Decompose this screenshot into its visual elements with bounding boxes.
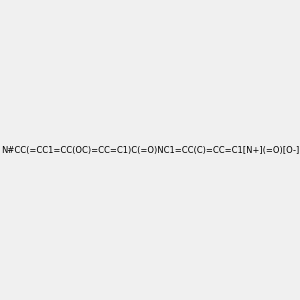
- Text: N#CC(=CC1=CC(OC)=CC=C1)C(=O)NC1=CC(C)=CC=C1[N+](=O)[O-]: N#CC(=CC1=CC(OC)=CC=C1)C(=O)NC1=CC(C)=CC…: [1, 146, 299, 154]
